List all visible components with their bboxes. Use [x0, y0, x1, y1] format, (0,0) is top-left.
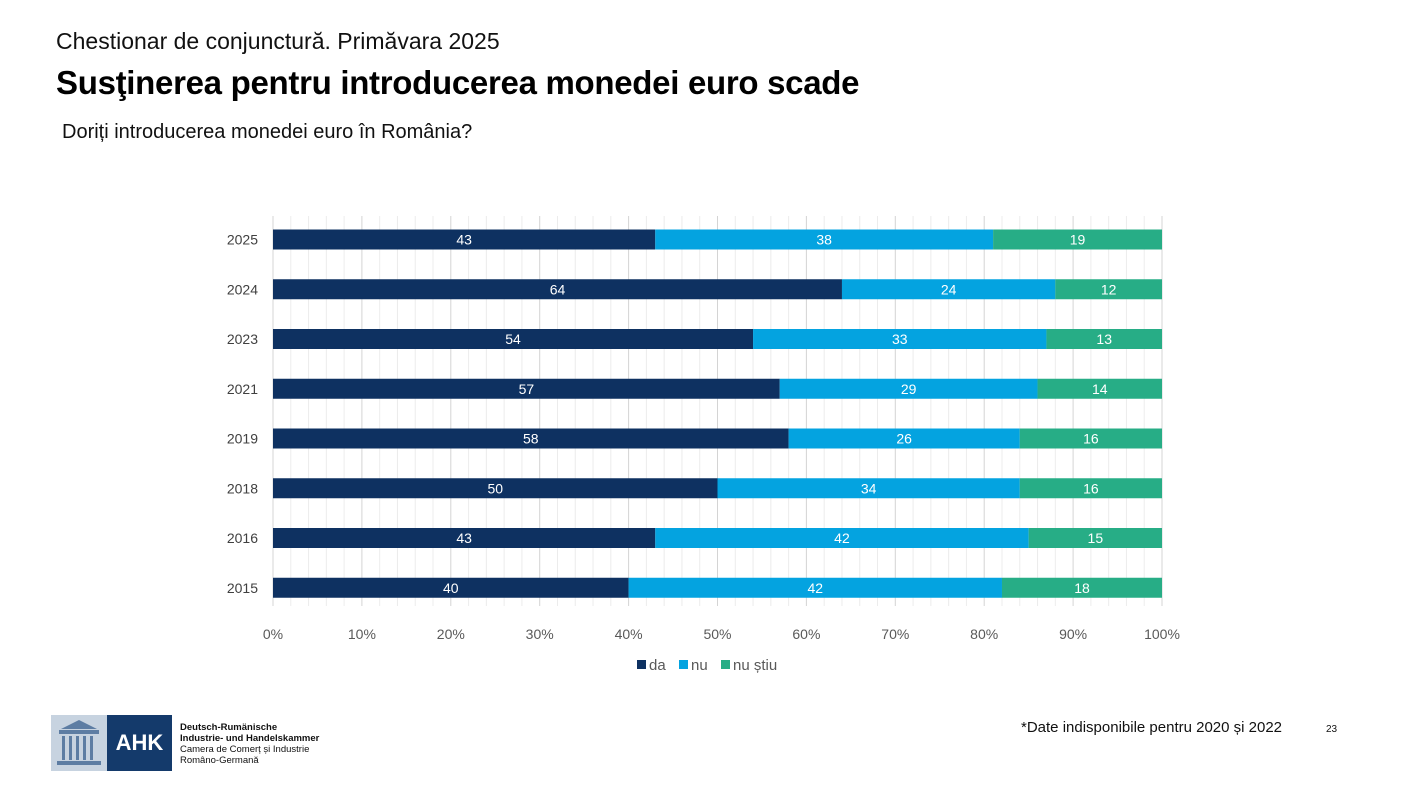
- bar-segment: [1001, 577, 1162, 598]
- bar-segment: [1019, 428, 1162, 449]
- x-tick-label: 60%: [792, 626, 820, 642]
- bar-segment: [273, 279, 842, 300]
- bar-segment: [717, 478, 1020, 499]
- bar-segment: [273, 577, 629, 598]
- data-label: 57: [519, 381, 535, 397]
- y-category-label: 2023: [227, 331, 258, 347]
- bar-segment: [788, 428, 1020, 449]
- x-tick-label: 50%: [703, 626, 731, 642]
- ahk-logo-text: AHK: [107, 715, 172, 771]
- legend-swatch: [721, 660, 730, 669]
- bar-segment: [655, 229, 994, 250]
- data-label: 14: [1092, 381, 1108, 397]
- bar-segment: [1055, 279, 1162, 300]
- data-label: 34: [861, 480, 877, 496]
- bar-segment: [273, 378, 780, 399]
- bar-segment: [841, 279, 1056, 300]
- legend-swatch: [637, 660, 646, 669]
- data-label: 18: [1074, 580, 1090, 596]
- data-label: 54: [505, 331, 521, 347]
- x-tick-label: 0%: [263, 626, 283, 642]
- legend-label: nu știu: [733, 657, 777, 674]
- data-label: 24: [941, 281, 957, 297]
- chart-question: Doriți introducerea monedei euro în Româ…: [62, 121, 473, 143]
- y-category-label: 2025: [227, 232, 258, 248]
- bar-segment: [1028, 528, 1162, 548]
- y-category-label: 2018: [227, 480, 258, 496]
- building-icon: [51, 715, 107, 771]
- data-label: 29: [901, 381, 917, 397]
- slide-title: Susţinerea pentru introducerea monedei e…: [56, 64, 860, 101]
- x-tick-label: 30%: [526, 626, 554, 642]
- y-category-label: 2021: [227, 381, 258, 397]
- org-line: Industrie- und Handelskammer: [180, 733, 320, 744]
- x-tick-label: 90%: [1059, 626, 1087, 642]
- legend-label: da: [649, 657, 666, 674]
- bar-segment: [779, 378, 1038, 399]
- data-label: 42: [808, 580, 824, 596]
- bar-segment: [273, 528, 656, 548]
- data-label: 43: [456, 530, 472, 546]
- bar-segment: [273, 229, 656, 250]
- bar-segment: [1046, 329, 1162, 349]
- org-line: Camera de Comerț și Industrie: [180, 744, 310, 755]
- data-label: 12: [1101, 281, 1117, 297]
- bar-segment: [753, 329, 1047, 349]
- data-label: 33: [892, 331, 908, 347]
- data-label: 19: [1070, 232, 1086, 248]
- org-line: Deutsch-Rumänische: [180, 722, 278, 733]
- data-label: 50: [487, 480, 503, 496]
- bar-segment: [273, 329, 754, 349]
- y-category-label: 2024: [227, 281, 258, 297]
- bar-segment: [273, 478, 718, 499]
- x-tick-label: 100%: [1144, 626, 1180, 642]
- data-label: 38: [816, 232, 832, 248]
- data-label: 26: [896, 431, 912, 447]
- org-line: Româno-Germană: [180, 755, 259, 766]
- bar-segment: [993, 229, 1162, 250]
- data-label: 42: [834, 530, 850, 546]
- x-tick-label: 20%: [437, 626, 465, 642]
- bar-segment: [655, 528, 1029, 548]
- x-tick-label: 70%: [881, 626, 909, 642]
- page-number: 23: [1326, 724, 1338, 735]
- slide-subtitle: Chestionar de conjunctură. Primăvara 202…: [56, 28, 500, 54]
- bar-segment: [1037, 378, 1162, 399]
- legend-label: nu: [691, 657, 708, 674]
- data-label: 13: [1096, 331, 1112, 347]
- data-label: 64: [550, 281, 566, 297]
- bar-segment: [273, 428, 789, 449]
- data-label: 16: [1083, 431, 1099, 447]
- bar-segment: [1019, 478, 1162, 499]
- data-label: 40: [443, 580, 459, 596]
- bar-segment: [628, 577, 1002, 598]
- footnote: *Date indisponibile pentru 2020 și 2022: [1021, 719, 1283, 736]
- y-category-label: 2016: [227, 530, 258, 546]
- ahk-logo: AHK: [51, 715, 172, 771]
- data-label: 16: [1083, 480, 1099, 496]
- y-category-label: 2015: [227, 580, 258, 596]
- data-label: 58: [523, 431, 539, 447]
- data-label: 43: [456, 232, 472, 248]
- y-category-label: 2019: [227, 431, 258, 447]
- x-tick-label: 40%: [615, 626, 643, 642]
- x-tick-label: 80%: [970, 626, 998, 642]
- x-tick-label: 10%: [348, 626, 376, 642]
- organization-name: Deutsch-Rumänische Industrie- und Handel…: [180, 722, 319, 766]
- data-label: 15: [1088, 530, 1104, 546]
- legend-swatch: [679, 660, 688, 669]
